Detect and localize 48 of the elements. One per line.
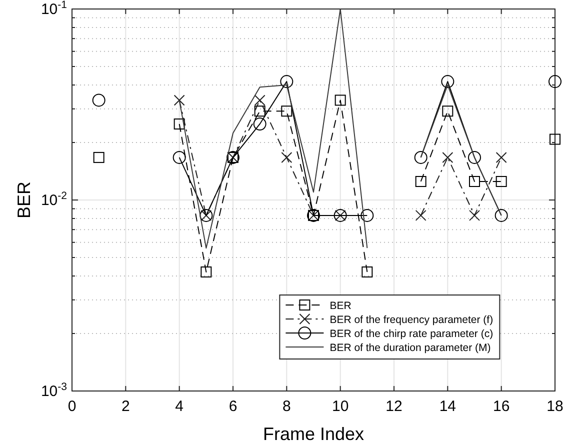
- point: [362, 266, 373, 278]
- legend-label: BER of the frequency parameter (f): [330, 314, 494, 326]
- point: [469, 210, 480, 221]
- point: [280, 75, 294, 88]
- point: [334, 94, 346, 106]
- x-tick-label: 2: [121, 398, 130, 415]
- point: [550, 134, 560, 145]
- point: [415, 210, 426, 221]
- point: [253, 117, 266, 130]
- point: [254, 106, 266, 117]
- point: [360, 208, 374, 222]
- point: [200, 266, 212, 278]
- point: [442, 152, 454, 163]
- point: [414, 150, 428, 164]
- x-tick-label: 12: [386, 398, 402, 415]
- x-axis-title: Frame Index: [262, 424, 364, 444]
- point: [415, 176, 426, 187]
- point: [254, 94, 266, 106]
- point: [174, 94, 185, 106]
- point: [496, 152, 507, 163]
- x-tick-label: 6: [228, 398, 238, 415]
- legend-label: BER of the chirp rate parameter (c): [330, 328, 494, 340]
- x-tick-label: 16: [492, 398, 510, 415]
- y-axis-title: BER: [14, 181, 34, 219]
- point: [441, 75, 454, 88]
- point: [442, 106, 454, 117]
- x-tick-label: 14: [439, 398, 456, 415]
- x-tick-label: 10: [332, 398, 349, 415]
- point: [281, 152, 292, 163]
- point: [494, 208, 508, 222]
- y-tick-label: 10$^{-2}$: [40, 190, 68, 209]
- point: [172, 150, 186, 164]
- point: [93, 152, 104, 163]
- x-tick-label: 0: [68, 398, 76, 415]
- legend-label: BER: [330, 300, 352, 312]
- point: [281, 106, 292, 117]
- point: [174, 118, 185, 130]
- y-tick-label: 10$^{-3}$: [40, 381, 68, 400]
- x-tick-label: 18: [546, 398, 564, 415]
- x-tick-label: 4: [175, 398, 184, 415]
- y-tick-label: 10$^{-1}$: [40, 0, 68, 18]
- point: [92, 94, 106, 107]
- point: [469, 176, 480, 187]
- x-tick-label: 8: [282, 398, 291, 415]
- legend-label: BER of the duration parameter (M): [330, 342, 491, 354]
- point: [496, 176, 507, 187]
- point: [548, 75, 562, 88]
- point: [468, 150, 481, 164]
